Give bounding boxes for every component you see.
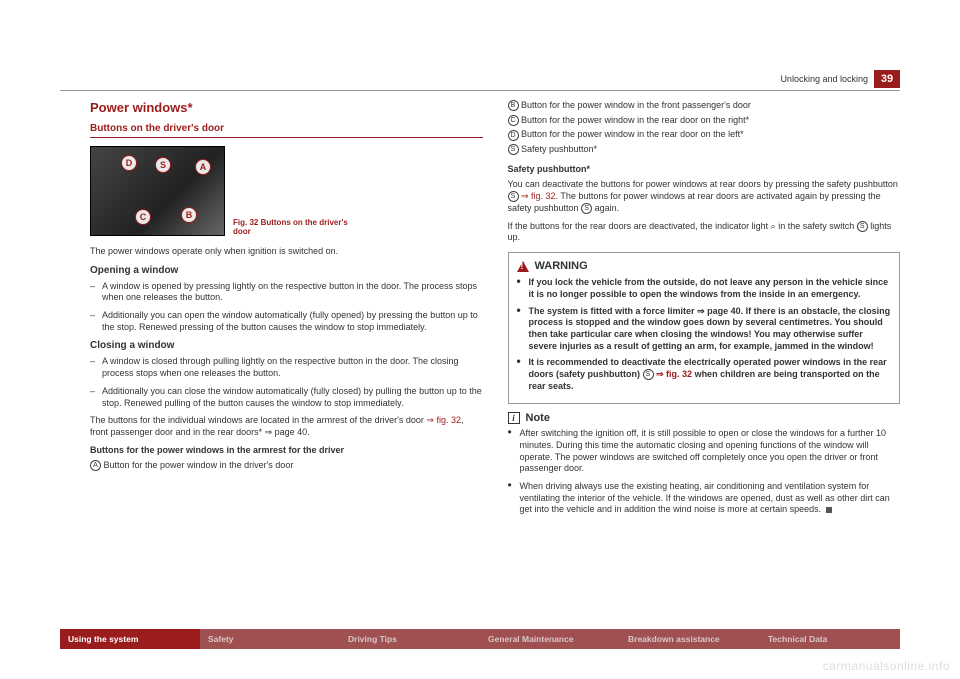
list-item: A window is closed through pulling light… <box>90 356 483 379</box>
list-item: After switching the ignition off, it is … <box>508 428 901 475</box>
text: Button for the power window in the front… <box>519 100 751 110</box>
fig-ref: ⇒ fig. 32 <box>519 191 556 201</box>
figure-32: D S A C B Fig. 32 Buttons on the driver'… <box>90 146 483 236</box>
opening-list: A window is opened by pressing lightly o… <box>90 281 483 334</box>
key-D: D Button for the power window in the rea… <box>508 129 901 141</box>
text: Button for the power window in the rear … <box>519 129 744 139</box>
callout-A: A <box>195 159 211 175</box>
key-B: B Button for the power window in the fro… <box>508 100 901 112</box>
watermark: carmanualsonline.info <box>823 659 950 673</box>
text: If the buttons for the rear doors are de… <box>508 221 771 231</box>
text: Button for the power window in the rear … <box>519 115 750 125</box>
left-column: Power windows* Buttons on the driver's d… <box>90 100 483 619</box>
list-item: It is recommended to deactivate the elec… <box>517 357 892 392</box>
h2-power-windows: Power windows* <box>90 100 483 115</box>
callout-B: B <box>181 207 197 223</box>
footer-tab-using[interactable]: Using the system <box>60 629 200 649</box>
safety-heading: Safety pushbutton* <box>508 164 901 176</box>
right-column: B Button for the power window in the fro… <box>508 100 901 619</box>
list-item: A window is opened by pressing lightly o… <box>90 281 483 304</box>
callout-D: D <box>121 155 137 171</box>
content-columns: Power windows* Buttons on the driver's d… <box>90 100 900 619</box>
text: Safety pushbutton* <box>519 144 598 154</box>
section-title: Unlocking and locking <box>780 74 868 84</box>
footer-tab-breakdown[interactable]: Breakdown assistance <box>620 629 760 649</box>
note-title: Note <box>526 412 550 424</box>
text: again. <box>592 203 619 213</box>
circle-C-icon: C <box>508 115 519 126</box>
indicator-text: If the buttons for the rear doors are de… <box>508 221 901 244</box>
circle-S-icon: S <box>508 191 519 202</box>
text: . The buttons for power windows at rear … <box>508 191 881 213</box>
end-square-icon <box>826 507 832 513</box>
figure-caption: Fig. 32 Buttons on the driver's door <box>233 218 353 236</box>
note-header: i Note <box>508 412 901 424</box>
footer-tab-maintenance[interactable]: General Maintenance <box>480 629 620 649</box>
closing-list: A window is closed through pulling light… <box>90 356 483 409</box>
opening-heading: Opening a window <box>90 264 483 277</box>
h3-rule <box>90 137 483 138</box>
safety-text-1: You can deactivate the buttons for power… <box>508 179 901 214</box>
list-item: When driving always use the existing hea… <box>508 481 901 516</box>
circle-S-icon: S <box>581 203 592 214</box>
circle-S-icon: S <box>643 369 654 380</box>
warning-title: WARNING <box>535 259 588 273</box>
list-item: The system is fitted with a force limite… <box>517 306 892 353</box>
text: The buttons for the individual windows a… <box>90 415 426 425</box>
page-number: 39 <box>874 70 900 88</box>
page-header: Unlocking and locking 39 <box>780 70 900 88</box>
list-item: Additionally you can open the window aut… <box>90 310 483 333</box>
text: When driving always use the existing hea… <box>520 481 890 514</box>
footer-tab-safety[interactable]: Safety <box>200 629 340 649</box>
text: Button for the power window in the drive… <box>101 460 293 470</box>
warning-header: WARNING <box>517 259 892 273</box>
header-rule <box>60 90 900 91</box>
info-icon: i <box>508 412 520 424</box>
location-text: The buttons for the individual windows a… <box>90 415 483 438</box>
warning-box: WARNING If you lock the vehicle from the… <box>508 252 901 404</box>
list-item: If you lock the vehicle from the outside… <box>517 277 892 300</box>
closing-heading: Closing a window <box>90 339 483 352</box>
warning-list: If you lock the vehicle from the outside… <box>517 277 892 392</box>
warning-triangle-icon <box>517 261 529 272</box>
figure-image: D S A C B <box>90 146 225 236</box>
h3-buttons-driver-door: Buttons on the driver's door <box>90 123 483 134</box>
footer-tab-driving[interactable]: Driving Tips <box>340 629 480 649</box>
fig-ref: ⇒ fig. 32 <box>654 369 693 379</box>
key-A: A Button for the power window in the dri… <box>90 460 483 472</box>
circle-A-icon: A <box>90 460 101 471</box>
list-item: Additionally you can close the window au… <box>90 386 483 409</box>
circle-S-icon: S <box>857 221 868 232</box>
circle-S-icon: S <box>508 144 519 155</box>
text: in the safety switch <box>776 221 857 231</box>
footer-tabs: Using the system Safety Driving Tips Gen… <box>60 629 900 649</box>
circle-D-icon: D <box>508 130 519 141</box>
key-S: S Safety pushbutton* <box>508 144 901 156</box>
footer-tab-technical[interactable]: Technical Data <box>760 629 900 649</box>
circle-B-icon: B <box>508 100 519 111</box>
manual-page: Unlocking and locking 39 Power windows* … <box>0 0 960 679</box>
text: You can deactivate the buttons for power… <box>508 179 898 189</box>
intro-text: The power windows operate only when igni… <box>90 246 483 258</box>
armrest-heading: Buttons for the power windows in the arm… <box>90 445 483 457</box>
callout-C: C <box>135 209 151 225</box>
callout-S: S <box>155 157 171 173</box>
note-list: After switching the ignition off, it is … <box>508 428 901 516</box>
fig-ref: ⇒ fig. 32 <box>426 415 461 425</box>
key-C: C Button for the power window in the rea… <box>508 115 901 127</box>
